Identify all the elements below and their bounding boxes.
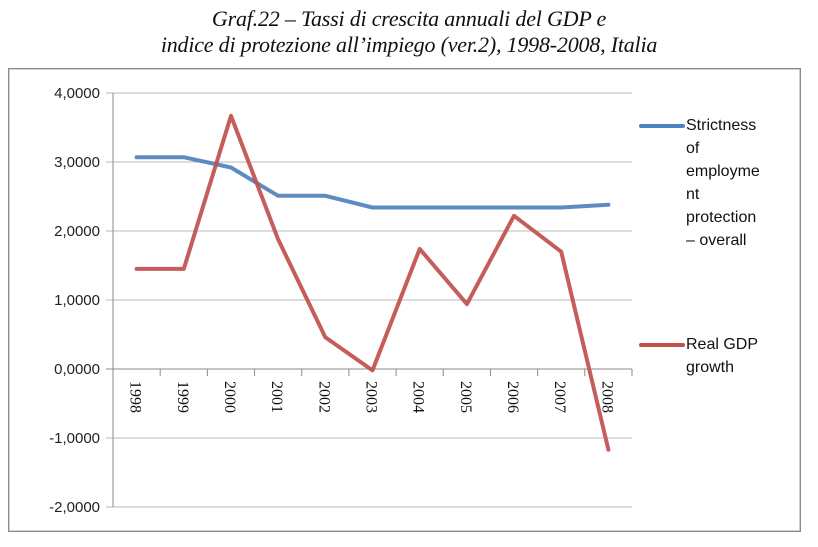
- x-tick-label: 2005: [457, 381, 474, 413]
- gridlines: [106, 92, 632, 508]
- y-tick-label: 4,0000: [54, 85, 100, 102]
- x-tick-label: 1998: [127, 381, 144, 413]
- legend-label: Real GDP growth: [686, 333, 806, 379]
- legend-label-line: of: [686, 140, 700, 157]
- y-tick-label: -2,0000: [49, 499, 100, 516]
- x-tick-label: 2004: [410, 381, 427, 413]
- x-tick-label: 2006: [504, 381, 521, 413]
- x-tick-label: 1999: [174, 381, 191, 413]
- y-tick-label: 2,0000: [54, 223, 100, 240]
- series-line-gdp-growth: [134, 113, 611, 452]
- legend-label-line: Strictness: [686, 117, 757, 134]
- legend-label-line: nt: [686, 186, 700, 203]
- chart-title-line-1: Graf.22 – Tassi di crescita annuali del …: [211, 6, 607, 31]
- legend-label-line: protection: [686, 209, 757, 226]
- legend-label-line: employme: [686, 163, 760, 180]
- x-tick-label: 2000: [221, 381, 238, 413]
- y-tick-label: 1,0000: [54, 292, 100, 309]
- chart-title-line-2: indice di protezione all’impiego (ver.2)…: [160, 32, 658, 57]
- legend-label-line: – overall: [686, 232, 747, 249]
- x-tick-label: 2001: [268, 381, 285, 413]
- y-tick-label: -1,0000: [49, 430, 100, 447]
- x-tick-label: 2002: [315, 381, 332, 413]
- legend-swatch: [639, 124, 685, 128]
- x-tick-label: 2007: [551, 381, 568, 413]
- legend-label-line: Real GDP: [686, 336, 759, 353]
- series-line-strictness: [134, 155, 611, 210]
- x-axis: 1998 1999 2000 2001 2002 2003 2004 2005 2006 2007…: [112, 369, 633, 413]
- legend-label-line: growth: [686, 359, 735, 376]
- legend-swatch: [639, 343, 685, 347]
- chart-frame: [8, 68, 801, 532]
- y-tick-label: 3,0000: [54, 154, 100, 171]
- x-tick-label: 2003: [363, 381, 380, 413]
- y-axis: 4,0000 3,0000 2,0000 1,0000 0,0000 -1,0000 -2,…: [49, 85, 114, 516]
- series-lines: [134, 113, 611, 452]
- x-tick-label: 2008: [598, 381, 615, 413]
- legend-label: Strictness of employme nt protection – overal…: [686, 114, 806, 252]
- y-tick-label: 0,0000: [54, 361, 100, 378]
